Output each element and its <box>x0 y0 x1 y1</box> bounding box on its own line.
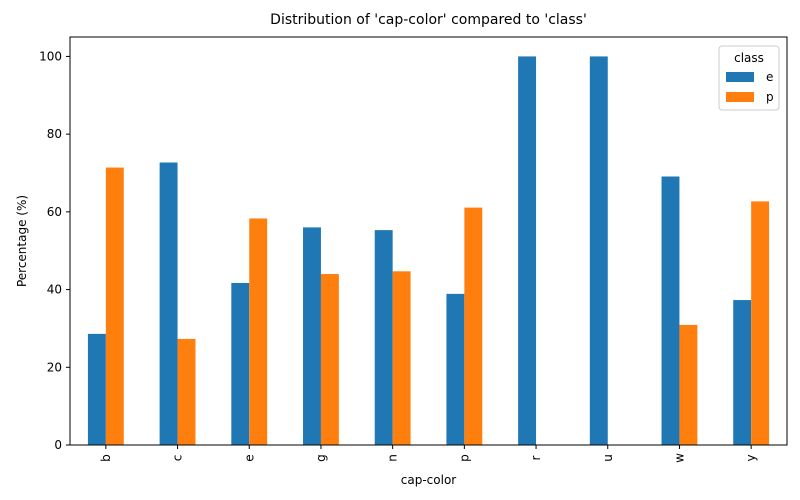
bar-e-n <box>374 230 393 445</box>
bar-e-g <box>303 227 321 445</box>
y-tick-label: 20 <box>47 360 62 374</box>
bar-e-u <box>589 56 608 446</box>
y-tick-label: 100 <box>39 49 62 63</box>
x-tick-label-w: w <box>672 453 686 463</box>
axes-group <box>69 36 788 446</box>
x-tick-label-b: b <box>99 454 113 462</box>
y-tick-label: 80 <box>47 127 62 141</box>
y-tick-label: 60 <box>47 205 62 219</box>
bar-p-b <box>105 167 124 445</box>
bar-e-b <box>87 333 106 445</box>
y-axis-ticks: 0 20 40 60 80 100 <box>39 49 70 452</box>
bar-p-y <box>751 201 770 445</box>
bar-p-n <box>392 271 411 445</box>
bar-e-e <box>231 282 250 445</box>
x-tick-label-p: p <box>457 454 471 462</box>
bar-e-p <box>446 293 465 445</box>
bar-e-y <box>733 300 752 445</box>
y-tick-label: 40 <box>47 283 62 297</box>
x-tick-label-g: g <box>314 454 328 462</box>
legend-label-p: p <box>766 90 774 104</box>
plot-frame <box>69 36 788 446</box>
bars-group <box>87 56 770 446</box>
legend-title: class <box>734 51 764 65</box>
x-tick-label-u: u <box>601 454 615 462</box>
bar-p-c <box>177 338 196 445</box>
bar-p-g <box>320 274 339 445</box>
y-tick-label: 0 <box>54 438 62 452</box>
bar-p-w <box>679 324 698 445</box>
bar-p-e <box>249 218 268 445</box>
x-tick-label-c: c <box>171 455 185 462</box>
bar-e-c <box>159 162 178 445</box>
x-tick-label-y: y <box>744 454 758 461</box>
y-axis-label: Percentage (%) <box>15 195 29 287</box>
legend-label-e: e <box>766 70 773 84</box>
bar-e-w <box>661 176 680 446</box>
legend-swatch-e <box>726 72 754 82</box>
x-tick-label-e: e <box>242 454 256 461</box>
chart-title: Distribution of 'cap-color' compared to … <box>270 12 587 28</box>
bar-p-p <box>464 207 483 445</box>
x-tick-label-n: n <box>386 454 400 462</box>
bar-e-r <box>518 56 537 446</box>
legend-swatch-p <box>726 92 754 102</box>
x-axis-label: cap-color <box>401 473 457 487</box>
x-tick-label-r: r <box>529 455 543 460</box>
